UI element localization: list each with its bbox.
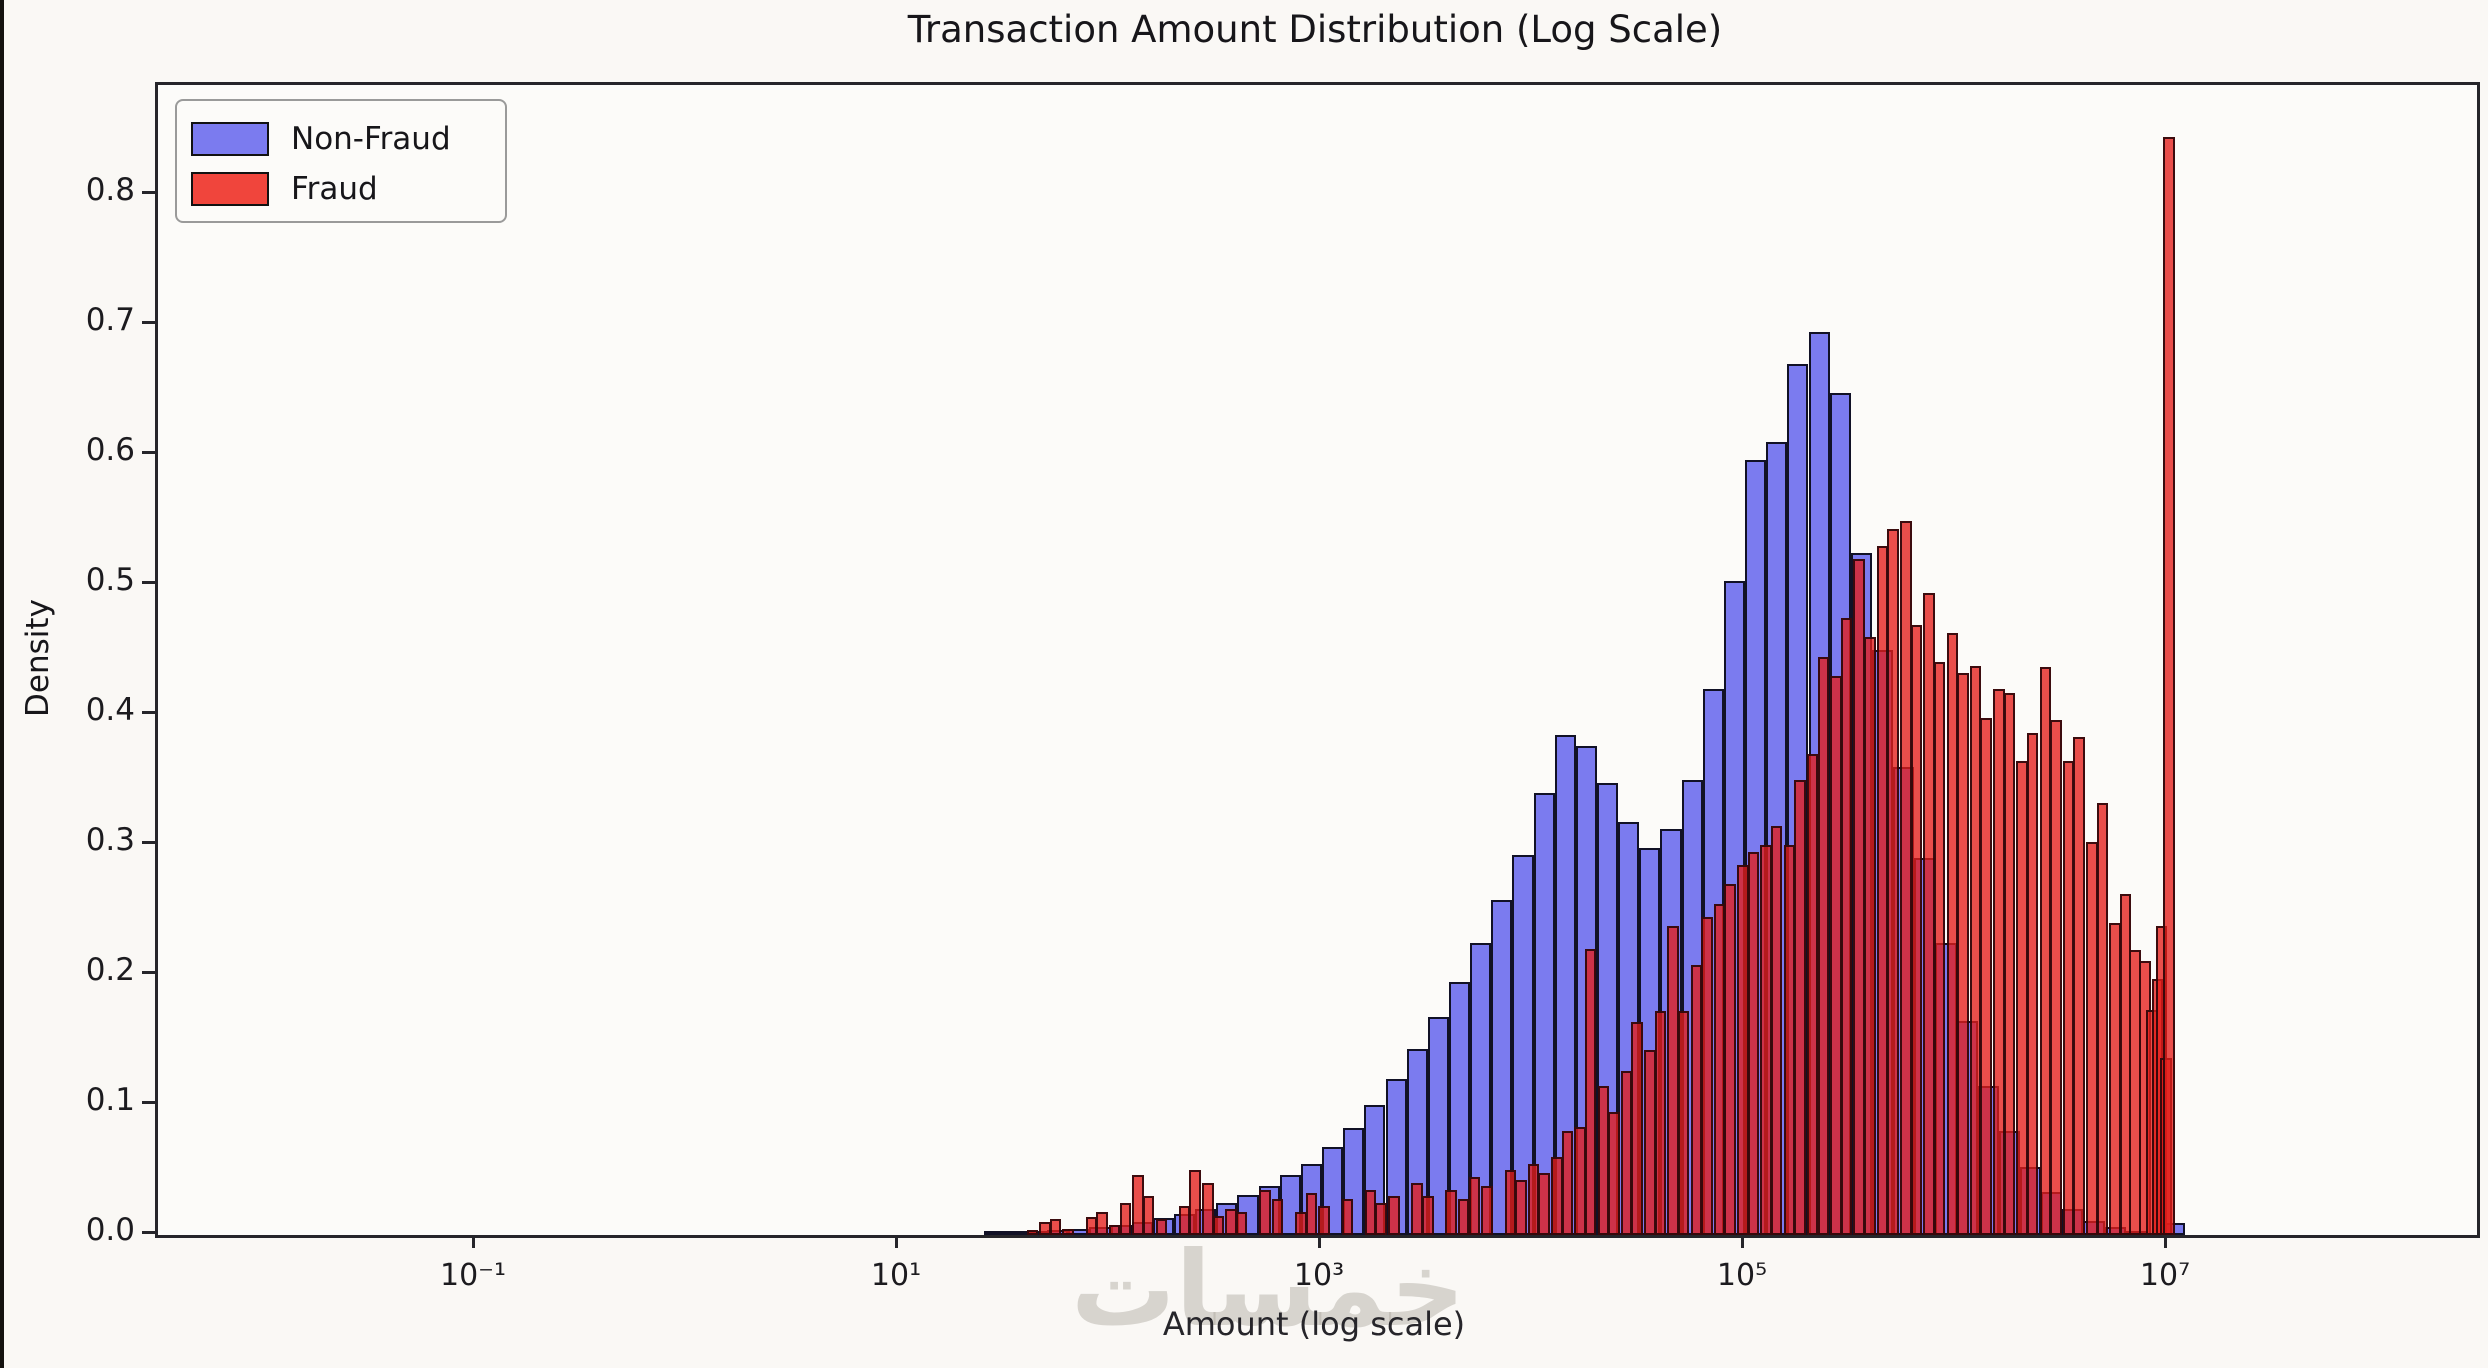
histogram-bar-fraud	[2073, 737, 2085, 1235]
legend-label: Non-Fraud	[291, 121, 451, 157]
non-fraud-swatch-icon	[191, 122, 269, 156]
y-tick-mark	[142, 450, 155, 454]
figure-left-border	[0, 0, 4, 1368]
histogram-bar-fraud	[1770, 825, 1783, 1235]
histogram-bar-fraud	[2026, 733, 2039, 1235]
histogram-bar-fraud	[1794, 780, 1806, 1235]
histogram-bar-fraud	[1259, 1189, 1271, 1235]
x-tick-mark	[1740, 1235, 1744, 1248]
histogram-bar-fraud	[1677, 1011, 1690, 1235]
chart-title: Transaction Amount Distribution (Log Sca…	[907, 8, 1723, 51]
histogram-bar-fraud	[1235, 1211, 1248, 1235]
histogram-bar-fraud	[1318, 1206, 1330, 1235]
histogram-bar-fraud	[1631, 1021, 1643, 1235]
x-tick-mark	[2163, 1235, 2167, 1248]
histogram-bar-fraud	[1119, 1202, 1132, 1235]
histogram-bar-fraud	[1481, 1185, 1493, 1235]
histogram-bar-fraud	[1747, 851, 1760, 1235]
histogram-bar-fraud	[1887, 529, 1899, 1235]
histogram-bar-non-fraud	[983, 1231, 1005, 1235]
legend-item-fraud: Fraud	[191, 171, 487, 207]
x-tick-label: 10¹	[870, 1258, 922, 1293]
histogram-bar-fraud	[1062, 1228, 1074, 1235]
histogram-bar-fraud	[1049, 1219, 1062, 1235]
watermark: خمسات	[1070, 1228, 1466, 1350]
histogram-bar-fraud	[1608, 1111, 1620, 1235]
y-tick-label: 0.3	[85, 822, 135, 858]
x-axis-label: Amount (log scale)	[1162, 1305, 1466, 1343]
y-tick-label: 0.6	[85, 432, 135, 468]
histogram-bar-fraud	[1341, 1198, 1354, 1235]
legend-label: Fraud	[291, 171, 378, 207]
y-tick-label: 0.5	[85, 562, 135, 598]
histogram-bar-fraud	[1445, 1189, 1457, 1235]
y-tick-mark	[142, 1230, 155, 1234]
x-tick-label: 10³	[1293, 1258, 1345, 1293]
y-tick-mark	[142, 840, 155, 844]
y-tick-label: 0.0	[85, 1212, 135, 1248]
histogram-bar-fraud	[1910, 625, 1923, 1235]
legend-item-non-fraud: Non-Fraud	[191, 121, 487, 157]
histogram-bar-fraud	[1212, 1215, 1225, 1235]
histogram-bar-fraud	[1701, 916, 1713, 1235]
histogram-bar-non-fraud	[1470, 942, 1492, 1235]
y-tick-label: 0.2	[85, 952, 135, 988]
histogram-bar-fraud	[1515, 1180, 1527, 1235]
y-tick-mark	[142, 1100, 155, 1104]
histogram-bar-non-fraud	[1491, 899, 1513, 1235]
y-tick-mark	[142, 580, 155, 584]
histogram-bar-fraud	[1584, 949, 1597, 1235]
histogram-bar-fraud	[1096, 1211, 1108, 1235]
fraud-swatch-icon	[191, 172, 269, 206]
plot-area: Non-Fraud Fraud	[155, 82, 2480, 1238]
histogram-bar-fraud	[1271, 1198, 1284, 1235]
histogram-bar-fraud	[1724, 884, 1736, 1235]
histogram-bar-fraud	[2162, 136, 2176, 1235]
histogram-bar-fraud	[1202, 1183, 1214, 1235]
histogram-bar-fraud	[1026, 1229, 1039, 1235]
histogram-bar-fraud	[1155, 1219, 1168, 1235]
histogram-bar-fraud	[1422, 1196, 1434, 1235]
histogram-bar-fraud	[1538, 1172, 1550, 1235]
histogram-bar-fraud	[1561, 1131, 1574, 1235]
x-tick-mark	[471, 1235, 475, 1248]
x-tick-label: 10⁵	[1716, 1258, 1768, 1293]
histogram-bar-fraud	[1840, 617, 1853, 1235]
histogram-bar-fraud	[1817, 656, 1830, 1235]
histogram-bar-non-fraud	[1427, 1016, 1449, 1235]
histogram-bar-non-fraud	[1004, 1231, 1026, 1235]
x-tick-label: 10⁷	[2139, 1258, 2191, 1293]
histogram-bar-fraud	[1980, 717, 1992, 1235]
histogram-bar-fraud	[1388, 1196, 1400, 1235]
histogram-bar-fraud	[1864, 637, 1876, 1235]
histogram-bar-fraud	[2003, 692, 2016, 1235]
histogram-bar-fraud	[1142, 1196, 1155, 1235]
histogram-bar-fraud	[1654, 1011, 1667, 1235]
y-tick-mark	[142, 320, 155, 324]
x-tick-mark	[1317, 1235, 1321, 1248]
y-tick-label: 0.8	[85, 172, 135, 208]
histogram-bar-fraud	[2050, 720, 2062, 1235]
y-tick-mark	[142, 970, 155, 974]
histogram-bar-fraud	[1468, 1176, 1481, 1235]
histogram-bar-fraud	[1933, 661, 1946, 1235]
histogram-bar-fraud	[1189, 1170, 1201, 1235]
histogram-bar-fraud	[1957, 673, 1969, 1235]
y-tick-label: 0.1	[85, 1082, 135, 1118]
y-tick-mark	[142, 190, 155, 194]
legend: Non-Fraud Fraud	[175, 99, 507, 223]
histogram-bar-fraud	[1375, 1202, 1387, 1235]
y-tick-label: 0.4	[85, 692, 135, 728]
histogram-bar-fraud	[2096, 803, 2109, 1235]
x-tick-label: 10⁻¹	[440, 1258, 507, 1293]
histogram-bar-fraud	[1305, 1193, 1318, 1235]
y-tick-label: 0.7	[85, 302, 135, 338]
x-tick-mark	[894, 1235, 898, 1248]
y-tick-mark	[142, 710, 155, 714]
